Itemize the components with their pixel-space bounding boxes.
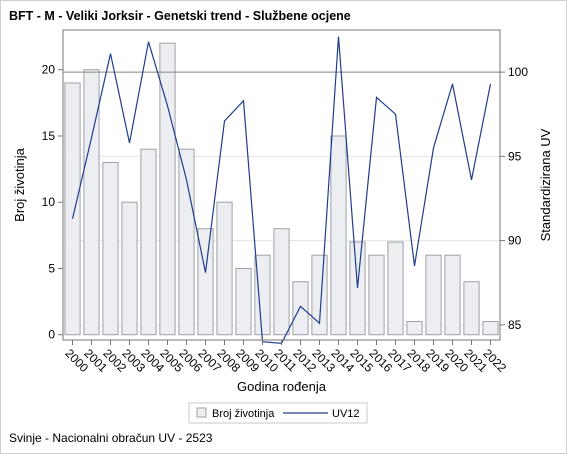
bar-2008: [216, 201, 233, 336]
x-tick-label: 2018: [404, 346, 433, 375]
bar-2009: [235, 268, 252, 336]
bar-2020: [444, 254, 461, 336]
uv12-line: [71, 36, 492, 345]
x-tick-label: 2011: [271, 346, 299, 374]
legend-label-bars: Broj životinja: [212, 408, 275, 420]
bar-2018: [406, 321, 423, 336]
bar-2007: [197, 228, 214, 336]
bar-2002: [102, 162, 119, 336]
x-tick-label: 2002: [100, 346, 129, 375]
bar-2000: [64, 82, 81, 336]
x-tick-label: 2009: [233, 346, 262, 375]
right-tick-label: 95: [508, 149, 522, 163]
x-tick-label: 2010: [252, 346, 281, 375]
left-tick-label: 20: [42, 63, 56, 77]
bar-2013: [311, 254, 328, 336]
x-tick-label: 2015: [347, 346, 376, 375]
left-tick-label: 0: [48, 328, 55, 342]
x-tick-label: 2016: [366, 346, 395, 375]
bar-2005: [159, 42, 176, 336]
footnote: Svinje - Nacionalni obračun UV - 2523: [9, 431, 213, 445]
x-tick-label: 2019: [423, 346, 452, 375]
legend-box: [188, 402, 368, 424]
bar-2019: [425, 254, 442, 336]
bar-2014: [330, 135, 347, 336]
bar-2004: [140, 148, 157, 336]
plot-border: [62, 29, 501, 341]
bar-2001: [83, 69, 100, 336]
legend-swatch-bars: [196, 407, 207, 418]
x-tick-label: 2000: [62, 346, 91, 375]
right-tick-label: 85: [508, 318, 522, 332]
bar-2017: [387, 241, 404, 336]
right-tick-label: 90: [508, 234, 522, 248]
right-tick-label: 100: [508, 65, 528, 79]
y-axis-title: Broj životinja: [12, 147, 27, 221]
x-tick-label: 2007: [195, 346, 224, 375]
bar-2012: [292, 281, 309, 336]
bar-layer: [64, 42, 499, 336]
bar-2016: [368, 254, 385, 336]
bar-2003: [121, 201, 138, 336]
left-tick-label: 5: [48, 261, 55, 275]
bar-2015: [349, 241, 366, 336]
grid-layer: [63, 71, 500, 326]
x-tick-label: 2004: [138, 346, 167, 375]
x-tick-label: 2001: [81, 346, 110, 375]
left-tick-label: 15: [42, 129, 56, 143]
x-tick-label: 2022: [480, 346, 509, 375]
line-layer: [71, 36, 492, 345]
x-tick-label: 2012: [290, 346, 319, 375]
x-tick-label: 2021: [461, 346, 490, 375]
y2-axis-title: Standardizirana UV: [538, 128, 553, 241]
axis-layer: 0510152085909510020002001200220032004200…: [12, 29, 553, 394]
x-tick-label: 2003: [119, 346, 148, 375]
x-tick-label: 2014: [328, 346, 357, 375]
x-tick-label: 2008: [214, 346, 243, 375]
bar-2010: [254, 254, 271, 336]
x-tick-label: 2013: [309, 346, 338, 375]
x-tick-label: 2020: [442, 346, 471, 375]
x-axis-title: Godina rođenja: [237, 379, 327, 394]
x-tick-label: 2006: [176, 346, 205, 375]
bar-2021: [463, 281, 480, 336]
bar-2006: [178, 148, 195, 336]
legend-label-line: UV12: [332, 408, 360, 420]
left-tick-label: 10: [42, 195, 56, 209]
chart-title: BFT - M - Veliki Jorksir - Genetski tren…: [9, 9, 351, 23]
legend: Broj životinja UV12: [188, 402, 368, 424]
x-tick-label: 2017: [385, 346, 414, 375]
x-tick-label: 2005: [157, 346, 186, 375]
bar-2022: [482, 321, 499, 336]
bar-2011: [273, 228, 290, 336]
